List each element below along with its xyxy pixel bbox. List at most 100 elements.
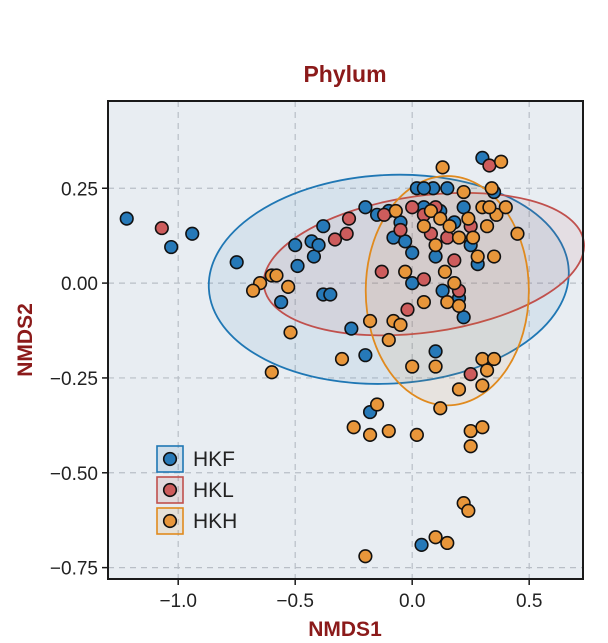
point-hkh: [440, 294, 455, 310]
point-hkf: [164, 239, 179, 255]
y-tick-label: −0.75: [50, 559, 98, 580]
plot-panel: [108, 101, 583, 579]
point-hkf: [405, 245, 420, 260]
legend: HKF HKL HKH: [156, 445, 237, 535]
legend-marker-hkh: [162, 513, 178, 529]
point-hkh: [498, 200, 513, 215]
point-hkh: [433, 401, 448, 416]
point-hkh: [283, 325, 298, 340]
point-hkf: [229, 255, 244, 270]
point-hkf: [323, 287, 338, 302]
y-axis-title: NMDS2: [14, 303, 37, 377]
point-hkf: [119, 211, 134, 226]
point-hkh: [428, 359, 443, 374]
plot-frame: [107, 100, 584, 580]
point-hkh: [423, 203, 439, 219]
point-hkf: [344, 321, 359, 336]
point-hkf: [185, 226, 200, 241]
legend-label-hkl: HKL: [193, 479, 234, 502]
point-hkf: [358, 348, 373, 363]
point-hkh: [479, 363, 495, 378]
point-hkh: [381, 423, 396, 439]
point-hkl: [154, 220, 169, 236]
x-tick-label: −1.0: [159, 591, 197, 612]
point-hkf: [290, 258, 305, 274]
y-tick-label: −0.25: [50, 369, 98, 390]
point-hkh: [442, 219, 457, 234]
point-hkf: [358, 200, 373, 215]
point-hkh: [433, 211, 448, 226]
point-hkl: [447, 253, 462, 268]
point-hkl: [463, 367, 478, 382]
point-hkh: [334, 351, 350, 367]
point-hkf: [274, 294, 289, 310]
point-hkh: [362, 427, 378, 442]
point-hkh: [369, 397, 385, 412]
y-tick-label: 0.25: [61, 179, 98, 200]
point-hkh: [428, 238, 443, 253]
x-tick-label: 0.5: [516, 591, 542, 612]
legend-label-hkf: HKF: [193, 448, 235, 471]
point-hkl: [374, 264, 389, 279]
point-hkh: [470, 249, 485, 264]
point-hkl: [405, 200, 420, 215]
x-axis-title: NMDS1: [308, 618, 382, 641]
point-layer: [119, 150, 525, 564]
point-hkh: [437, 264, 453, 279]
point-hkl: [416, 272, 431, 287]
grid-layer: [108, 101, 583, 579]
point-hkh: [381, 332, 396, 348]
point-hkh: [494, 154, 509, 169]
point-hkl: [341, 211, 357, 226]
point-hkh: [475, 420, 490, 435]
ellipse-hkf: [207, 173, 570, 385]
x-tick-label: −0.5: [276, 591, 314, 612]
point-hkl: [339, 226, 354, 241]
point-hkh: [405, 359, 420, 374]
point-hkf: [440, 181, 455, 196]
y-tick-label: −0.50: [50, 464, 98, 485]
point-hkf: [311, 238, 326, 253]
point-hkf: [416, 181, 431, 196]
point-hkh: [456, 184, 471, 200]
point-hkh: [264, 365, 279, 380]
point-hkh: [482, 200, 497, 215]
legend-label-hkh: HKH: [193, 510, 237, 533]
point-hkh: [362, 313, 378, 329]
point-hkh: [346, 420, 361, 435]
legend-marker-hkl: [162, 482, 178, 498]
point-hkl: [482, 158, 497, 173]
point-hkh: [479, 219, 495, 234]
legend-marker-hkf: [162, 451, 178, 467]
point-hkh: [465, 230, 481, 245]
tick-layer: −1.0 −0.5 0.0 0.5 0.25 0.00 −0.25 −0.50 −0.75: [50, 179, 542, 612]
point-hkl: [327, 232, 343, 247]
point-hkh: [358, 549, 373, 564]
point-hkf: [405, 275, 420, 291]
point-hkh: [486, 351, 502, 367]
point-hkf: [316, 219, 331, 234]
point-hkh: [440, 535, 455, 551]
y-tick-label: 0.00: [61, 274, 98, 295]
point-hkh: [463, 423, 478, 439]
point-hkf: [414, 537, 429, 552]
point-hkh: [398, 264, 413, 279]
point-hkh: [451, 382, 467, 397]
point-hkh: [451, 230, 467, 245]
point-hkh: [388, 203, 403, 219]
point-hkh: [281, 279, 296, 294]
point-hkl: [440, 230, 455, 245]
point-hkh: [269, 268, 284, 283]
chart-title: Phylum: [303, 61, 386, 87]
point-hkh: [393, 317, 408, 332]
point-hkh: [245, 283, 261, 298]
point-hkh: [416, 219, 431, 234]
point-hkh: [447, 275, 462, 291]
point-hkh: [463, 439, 478, 454]
point-hkh: [475, 378, 490, 393]
point-hkh: [461, 503, 476, 518]
point-hkl: [377, 207, 392, 222]
point-hkh: [416, 294, 431, 310]
point-hkh: [510, 226, 525, 241]
